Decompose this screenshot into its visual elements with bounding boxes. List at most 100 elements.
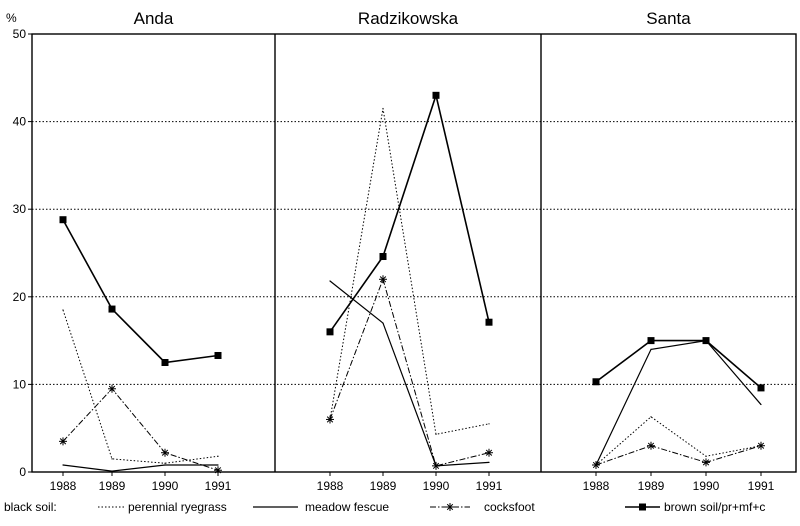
y-tick-label: 40 <box>13 115 27 129</box>
x-tick-label: 1988 <box>50 479 77 493</box>
series-perennial-ryegrass <box>62 309 219 464</box>
x-tick-label: 1990 <box>152 479 179 493</box>
legend-item: brown soil/pr+mf+c <box>625 500 765 514</box>
y-unit-label: % <box>6 11 17 25</box>
legend-label: cocksfoot <box>484 500 535 514</box>
data-point <box>488 423 490 425</box>
series-line <box>329 108 490 435</box>
series-line <box>595 339 762 466</box>
cocksfoot-marker <box>326 415 334 424</box>
data-point <box>705 455 707 457</box>
series-perennial-ryegrass <box>329 107 490 435</box>
data-point <box>760 403 762 406</box>
panel-title: Radzikowska <box>358 9 459 28</box>
data-point <box>592 378 600 386</box>
data-point <box>432 91 440 99</box>
cocksfoot-marker <box>702 458 710 467</box>
series-meadow-fescue <box>329 280 490 467</box>
series-line <box>595 416 762 466</box>
data-point <box>650 416 652 418</box>
cocksfoot-marker <box>446 503 454 511</box>
data-point <box>62 464 64 466</box>
series-line <box>595 445 762 466</box>
series-line <box>62 464 218 472</box>
cocksfoot-marker <box>485 448 493 457</box>
legend-label: brown soil/pr+mf+c <box>664 500 765 514</box>
y-tick-label: 30 <box>13 202 27 216</box>
data-point <box>329 280 331 282</box>
data-point <box>435 433 437 435</box>
legend-prefix: black soil: <box>4 500 57 514</box>
legend-label: perennial ryegrass <box>128 500 227 514</box>
y-tick-label: 10 <box>13 377 27 391</box>
series-cocksfoot <box>592 441 765 469</box>
data-point <box>379 253 387 261</box>
y-tick-label: 50 <box>13 27 27 41</box>
series-brown-soil-pr-mf-c <box>59 216 222 366</box>
series-meadow-fescue <box>595 339 762 466</box>
cocksfoot-marker <box>214 466 222 475</box>
panel-title: Anda <box>134 9 174 28</box>
cocksfoot-marker <box>432 461 440 470</box>
data-point <box>326 328 334 336</box>
legend-item: cocksfoot <box>430 500 535 514</box>
panel-santa: Santa 1988 1989 1990 1991 <box>583 9 775 493</box>
series-line <box>595 339 762 389</box>
cocksfoot-marker <box>161 448 169 457</box>
data-point <box>59 216 67 224</box>
series-line <box>329 92 490 333</box>
series-cocksfoot <box>326 275 493 470</box>
series-meadow-fescue <box>62 464 219 472</box>
data-point <box>382 107 384 110</box>
x-tick-label: 1990 <box>693 479 720 493</box>
cocksfoot-marker <box>379 275 387 284</box>
data-point <box>647 337 655 345</box>
data-point <box>108 305 116 313</box>
legend-label: meadow fescue <box>305 500 389 514</box>
series-line <box>62 309 219 464</box>
cocksfoot-marker <box>108 384 116 393</box>
x-tick-label: 1990 <box>423 479 450 493</box>
x-tick-label: 1991 <box>205 479 232 493</box>
series-perennial-ryegrass <box>595 416 762 466</box>
data-point <box>382 322 384 324</box>
series-line <box>62 219 219 364</box>
series-cocksfoot <box>59 384 222 475</box>
data-point <box>217 464 219 466</box>
data-point <box>757 384 765 392</box>
y-tick-label: 20 <box>13 290 27 304</box>
series-line <box>62 388 219 471</box>
data-point <box>485 318 493 326</box>
series-line <box>329 280 490 467</box>
legend-item: perennial ryegrass <box>98 500 227 514</box>
cocksfoot-marker <box>592 460 600 469</box>
data-point <box>650 348 652 350</box>
legend-item: meadow fescue <box>253 500 389 514</box>
x-tick-label: 1991 <box>748 479 775 493</box>
data-point <box>488 461 490 463</box>
cocksfoot-marker <box>757 441 765 450</box>
series-brown-soil-pr-mf-c <box>326 91 493 336</box>
legend: black soil: perennial ryegrass meadow fesc… <box>4 500 765 514</box>
panel-title: Santa <box>646 9 691 28</box>
data-point <box>164 462 166 464</box>
legend-marker <box>639 503 646 511</box>
data-point <box>111 470 113 472</box>
data-point <box>111 458 113 460</box>
series-line <box>329 277 490 467</box>
data-point <box>62 309 64 311</box>
data-point <box>702 337 710 345</box>
data-point <box>214 351 222 359</box>
plot-frame <box>31 33 797 473</box>
data-point <box>161 359 169 366</box>
cocksfoot-marker <box>59 437 67 446</box>
x-tick-label: 1991 <box>476 479 503 493</box>
panel-radzikowska: Radzikowska 1988 1989 1990 1991 <box>317 9 503 493</box>
x-tick-label: 1989 <box>370 479 397 493</box>
x-tick-label: 1989 <box>638 479 665 493</box>
data-point <box>164 464 166 466</box>
data-point <box>217 455 219 457</box>
x-tick-label: 1988 <box>583 479 610 493</box>
series-brown-soil-pr-mf-c <box>592 337 765 392</box>
